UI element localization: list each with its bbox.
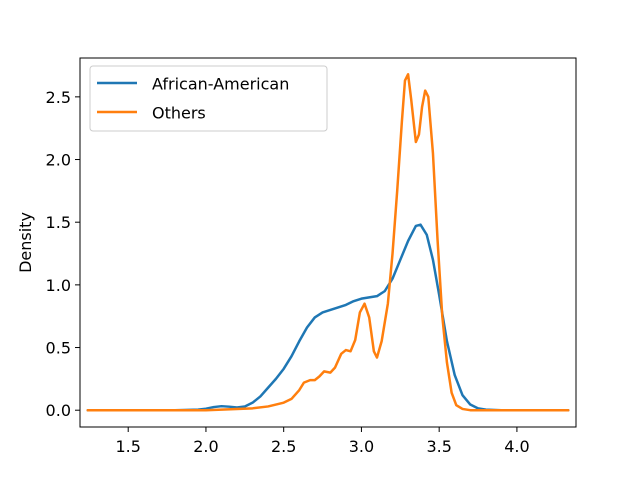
- series-layer: [86, 73, 570, 412]
- y-axis: 0.0 0.5 1.0 1.5 2.0 2.5: [46, 88, 80, 420]
- plot-frame: [79, 57, 577, 428]
- y-tick-label: 0.0: [46, 401, 71, 420]
- series-line-others: [86, 73, 570, 412]
- legend-label-others: Others: [152, 104, 206, 123]
- y-axis-label: Density: [16, 212, 35, 273]
- x-tick-label: 4.0: [504, 437, 529, 456]
- x-tick-label: 3.5: [426, 437, 451, 456]
- y-tick-label: 0.5: [46, 339, 71, 358]
- series-line-african-american: [86, 223, 570, 412]
- y-tick-label: 2.5: [46, 88, 71, 107]
- y-tick-label: 1.5: [46, 213, 71, 232]
- legend: African-American Others: [89, 65, 328, 132]
- x-tick-label: 2.5: [271, 437, 296, 456]
- x-tick-label: 2.0: [193, 437, 218, 456]
- legend-box: [89, 65, 328, 132]
- y-tick-label: 1.0: [46, 276, 71, 295]
- y-tick-label: 2.0: [46, 151, 71, 170]
- x-axis: 1.5 2.0 2.5 3.0 3.5 4.0: [115, 427, 530, 456]
- x-tick-label: 1.5: [115, 437, 140, 456]
- legend-label-african-american: African-American: [152, 75, 289, 94]
- x-tick-label: 3.0: [349, 437, 374, 456]
